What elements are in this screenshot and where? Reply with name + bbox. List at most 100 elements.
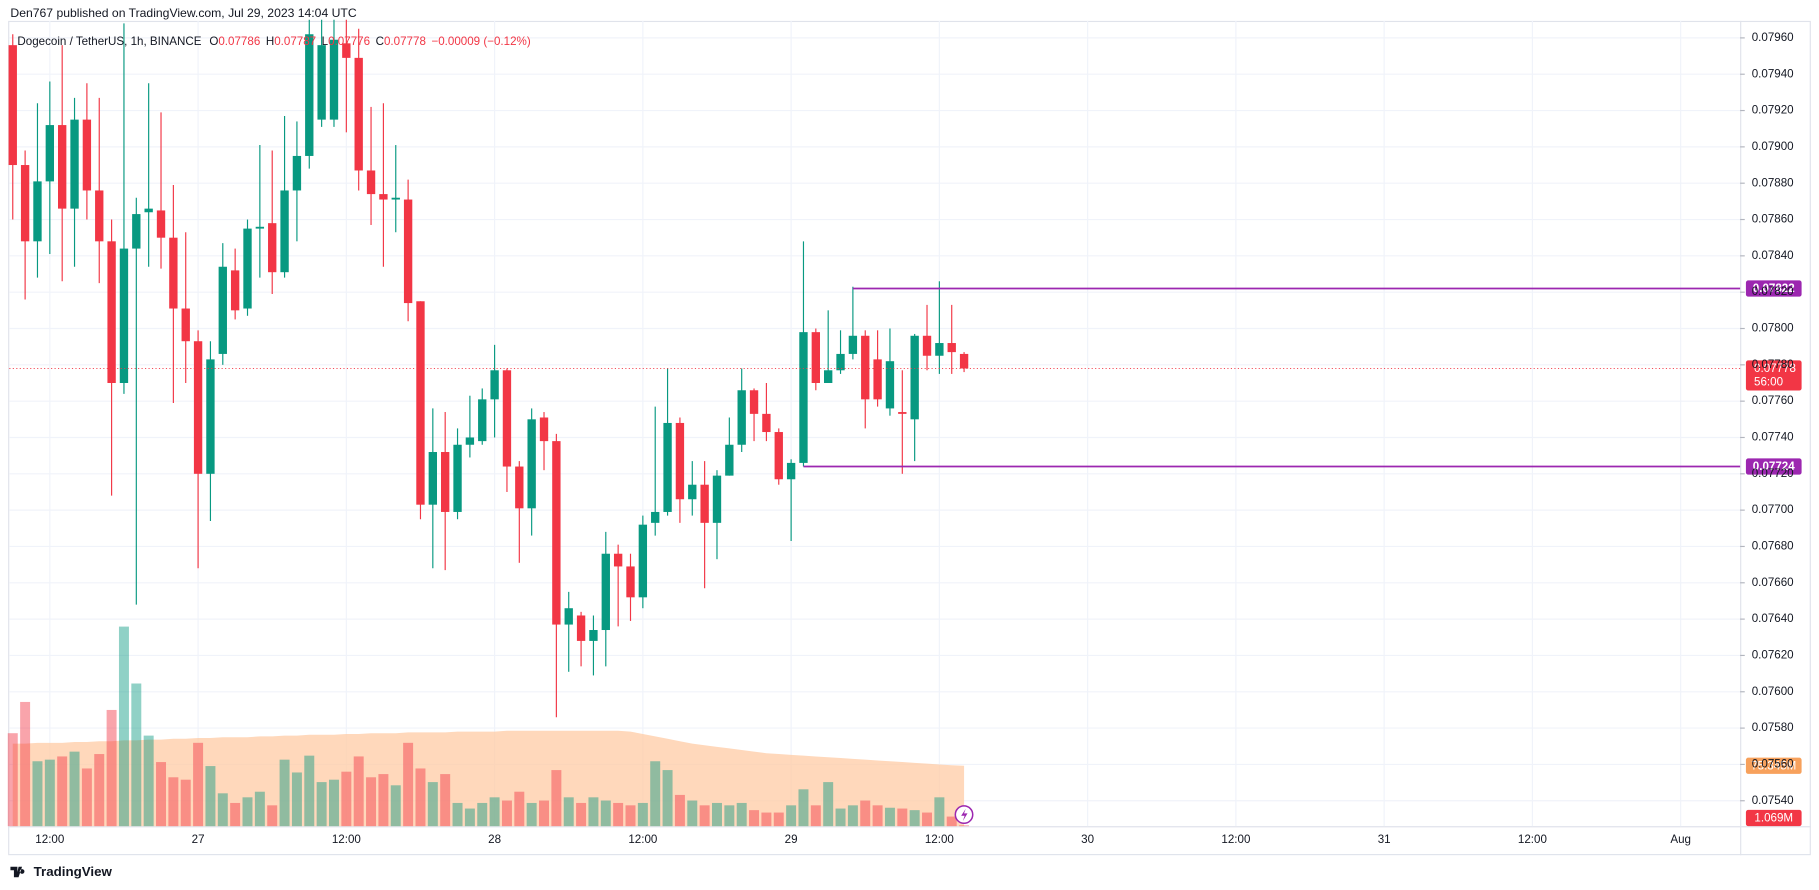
candle-body [428,452,438,505]
y-tick-label: 0.07840 [1752,249,1794,262]
grid [9,20,1741,827]
volume-bar [810,805,821,827]
candle-body [786,462,796,480]
level-label: 0.07822 [1753,282,1795,295]
volume-bar [563,797,574,827]
volume-bar [526,802,537,827]
volume-bar [230,802,241,827]
candle-body [453,444,462,512]
chart-frame [8,20,1811,856]
volume-bar [353,756,364,827]
candle-body [700,484,709,523]
volume-bar [872,805,883,827]
volume-bar [613,802,624,827]
volume-bar [32,761,43,827]
x-tick-label: 12:00 [332,833,361,846]
volume-bar [57,756,68,827]
volume-bar [168,777,179,827]
y-tick-label: 0.07600 [1752,685,1794,698]
x-tick-label: 29 [785,833,798,846]
y-tick-label: 0.07700 [1752,503,1794,516]
x-tick-label: 31 [1378,833,1391,846]
volume-bar [761,812,772,827]
volume-bar [415,768,426,827]
candle-body [712,475,722,523]
candle-body [181,308,190,342]
candle-body [959,353,969,369]
volume-bar [934,797,945,827]
x-tick-label: 12:00 [925,833,954,846]
volume-bar [798,789,809,827]
volume-bar [897,808,908,827]
volume-bar [156,762,167,827]
y-tick-label: 0.07820 [1752,285,1794,298]
volume-bar [279,759,290,827]
candle-body [366,170,376,195]
volume-ma-label: 75.345M [1751,759,1796,772]
candle-body [20,165,30,242]
volume-bar [20,701,31,827]
legend-value: 0.07786 [218,35,260,48]
y-tick-label: 0.07580 [1752,721,1794,734]
candle-body [169,237,178,309]
candle-body [922,335,932,356]
x-tick-label: 12:00 [628,833,657,846]
candle-body [379,194,388,200]
candles [8,19,969,718]
level-badge [1745,458,1802,475]
candle-body [403,199,413,304]
candle-body [502,370,512,467]
candle-body [342,43,351,58]
y-tick-label: 0.07640 [1752,612,1794,625]
candle-body [737,390,746,445]
volume-bar [477,802,488,827]
volume-bar [403,742,414,827]
candle-body [8,45,17,166]
candle-body [675,422,685,500]
candle-body [243,228,252,309]
candle-body [799,332,808,463]
candle-body [898,412,907,414]
legend-value: 0.07776 [328,35,370,48]
x-tick-label: Aug [1670,833,1691,846]
volume-bar [600,800,611,827]
brand-logo[interactable]: TradingView [10,864,113,879]
candle-body [824,370,833,383]
candle-body [935,343,944,356]
volume-bar [847,805,858,827]
volume-bar [106,709,117,827]
volume-pane [7,626,970,827]
volume-bar [452,802,463,827]
candle-body [144,208,153,213]
y-tick-label: 0.07740 [1752,431,1794,444]
y-tick-label: 0.07960 [1752,31,1794,44]
candle-body [811,332,821,383]
candle-body [206,359,215,474]
volume-bar [464,808,475,827]
volume-bar [205,766,216,827]
volume-bar [81,768,92,827]
alert-icon[interactable] [954,805,974,825]
candle-body [193,341,203,474]
candle-body [268,223,277,273]
volume-bar [427,782,438,827]
candle-body [465,437,475,445]
candle-body [885,361,895,409]
x-tick-label: 30 [1081,833,1094,846]
volume-bar [576,802,587,827]
last-price-badge [1745,360,1802,391]
volume-bar [501,800,512,827]
candle-body [82,119,92,191]
volume-bar [860,800,871,827]
volume-bar [786,805,797,827]
y-tick-label: 0.07940 [1752,67,1794,80]
volume-bar [180,779,191,827]
y-tick-label: 0.07780 [1752,358,1794,371]
candle-body [329,39,339,120]
candle-body [638,524,648,598]
volume-ma-area [12,730,965,827]
volume-ma-badge [1745,757,1802,774]
level-label: 0.07724 [1753,460,1795,473]
